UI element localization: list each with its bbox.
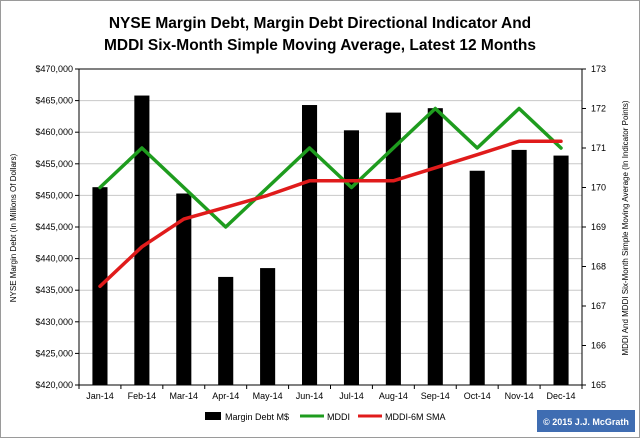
x-tick-label: Feb-14 [128, 391, 157, 401]
left-axis-ticks: $470,000 $465,000 $460,000 $455,000 $450,000… [35, 64, 73, 390]
bar [511, 149, 527, 385]
x-tick-label: Apr-14 [212, 391, 239, 401]
x-tick-label: Jan-14 [86, 391, 114, 401]
x-tick-label: Sep-14 [421, 391, 450, 401]
legend-swatch-margin-debt [205, 412, 221, 420]
chart-title-line-2: MDDI Six-Month Simple Moving Average, La… [104, 37, 536, 54]
legend-label-margin-debt: Margin Debt M$ [225, 412, 289, 422]
axes [75, 68, 586, 389]
copyright-badge [537, 410, 635, 432]
line-series-mddi-sma [98, 139, 563, 289]
bar [343, 130, 360, 385]
x-tick-label: May-14 [253, 391, 283, 401]
left-tick-label: $460,000 [35, 127, 73, 137]
x-tick-label: Mar-14 [170, 391, 199, 401]
x-tick-label: Aug-14 [379, 391, 408, 401]
right-tick-label: 169 [591, 222, 606, 232]
left-tick-label: $470,000 [35, 64, 73, 74]
legend-label-mddi-sma: MDDI-6M SMA [385, 412, 446, 422]
right-tick-label: 171 [591, 143, 606, 153]
bar [218, 276, 234, 385]
x-tick-label: Nov-14 [505, 391, 534, 401]
left-axis-title: NYSE Margin Debt (In Millions Of Dollars… [9, 153, 18, 302]
bar [176, 193, 192, 385]
right-tick-label: 166 [591, 341, 606, 351]
x-tick-label: Oct-14 [464, 391, 491, 401]
bar [301, 105, 318, 386]
bar [427, 108, 443, 386]
right-axis-ticks: 173 172 171 170 169 168 167 166 165 [591, 64, 606, 390]
legend: Margin Debt M$ MDDI MDDI-6M SMA [205, 412, 446, 422]
x-tick-label: Jun-14 [296, 391, 324, 401]
right-tick-label: 167 [591, 301, 606, 311]
left-tick-label: $430,000 [35, 317, 73, 327]
right-tick-label: 165 [591, 380, 606, 390]
left-tick-label: $445,000 [35, 222, 73, 232]
line-series-mddi [98, 106, 563, 229]
left-tick-label: $455,000 [35, 159, 73, 169]
bar [260, 268, 276, 385]
right-axis-title: MDDI And MDDI Six-Month Simple Moving Av… [621, 100, 630, 355]
chart-title-line-1: NYSE Margin Debt, Margin Debt Directiona… [109, 15, 531, 32]
left-tick-label: $425,000 [35, 348, 73, 358]
left-tick-label: $435,000 [35, 285, 73, 295]
copyright-text: © 2015 J.J. McGrath [543, 417, 629, 427]
right-tick-label: 172 [591, 104, 606, 114]
right-tick-label: 173 [591, 64, 606, 74]
left-tick-label: $420,000 [35, 380, 73, 390]
x-tick-label: Jul-14 [339, 391, 364, 401]
right-tick-label: 168 [591, 262, 606, 272]
x-tick-label: Dec-14 [547, 391, 576, 401]
gridlines [79, 68, 582, 386]
left-tick-label: $465,000 [35, 96, 73, 106]
x-axis-ticks: Jan-14 Feb-14 Mar-14 Apr-14 May-14 Jun-14 Jul-… [86, 391, 575, 401]
bar [134, 95, 150, 385]
left-tick-label: $450,000 [35, 190, 73, 200]
bar [469, 170, 485, 385]
left-tick-label: $440,000 [35, 254, 73, 264]
legend-label-mddi: MDDI [327, 412, 350, 422]
right-tick-label: 170 [591, 183, 606, 193]
bar [553, 155, 569, 385]
line-series [98, 106, 563, 289]
bar-series-margin-debt [92, 95, 569, 386]
